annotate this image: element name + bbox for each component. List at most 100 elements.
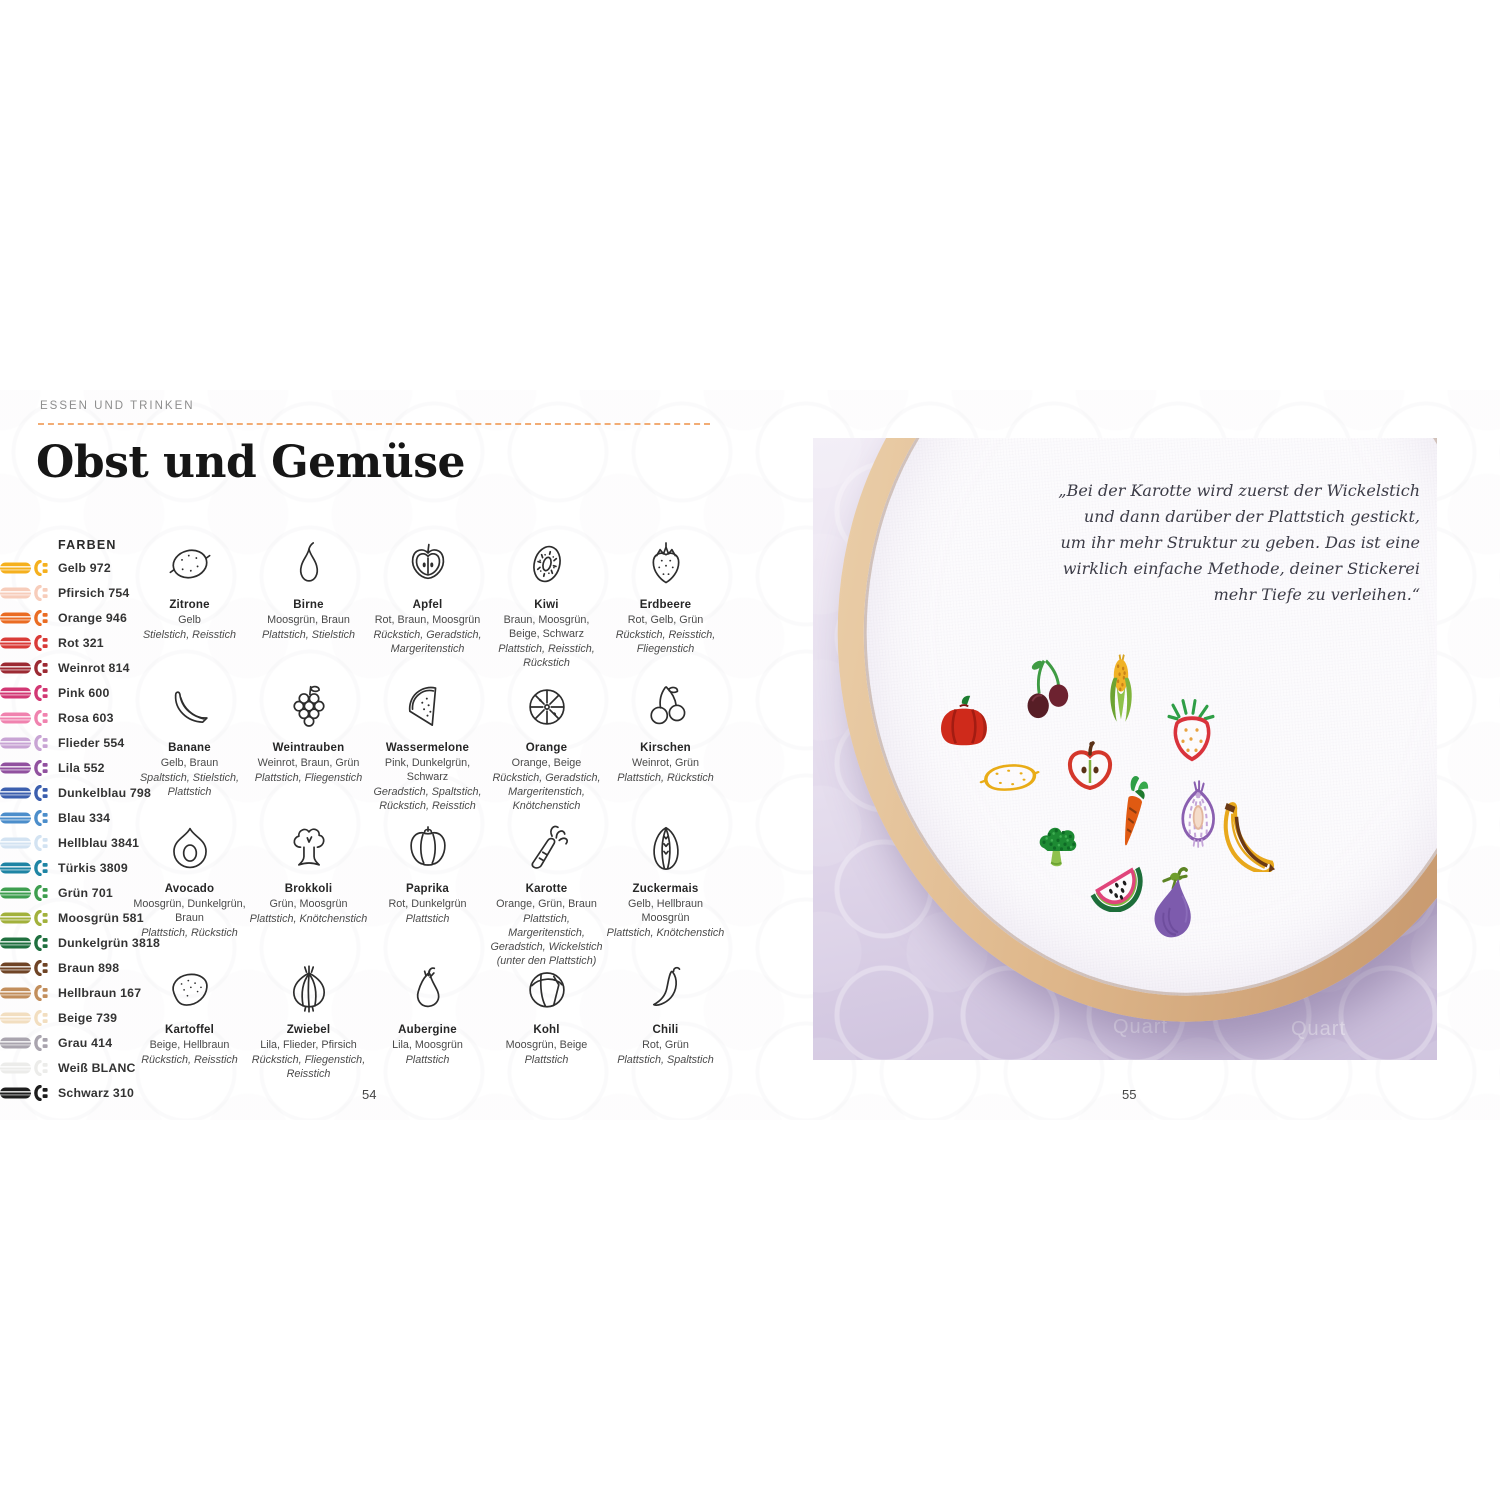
motif-stitches: Spaltstich, Stielstich, Plattstich	[139, 772, 239, 798]
zuckermais-icon	[606, 811, 725, 875]
motif-name: Kartoffel	[164, 1024, 215, 1036]
color-label: Hellbraun 167	[58, 985, 142, 1000]
stitched-paprika-icon	[931, 691, 997, 753]
color-row: Lila 552	[0, 755, 220, 780]
motif-name: Apfel	[412, 599, 443, 611]
skein-icon	[0, 1059, 48, 1076]
motif-colors: Rot, Grün	[642, 1039, 689, 1051]
page-title: Obst und Gemüse	[36, 437, 465, 488]
stitched-brokkoli-icon	[1030, 819, 1086, 881]
motif-stitches: Plattstich	[405, 913, 450, 925]
motif-stitches: Rückstich, Reisstich	[141, 1054, 238, 1066]
motif-name: Aubergine	[398, 1024, 457, 1036]
skein-icon	[0, 559, 48, 576]
motif-cell: Karotte Orange, Grün, Braun Plattstich, …	[487, 811, 606, 968]
color-label: Dunkelgrün 3818	[58, 935, 161, 950]
skein-icon	[0, 609, 48, 626]
motif-stitches: Plattstich, Margeritenstich, Geradstich,…	[490, 913, 603, 967]
karotte-icon	[487, 811, 606, 875]
skein-icon	[0, 659, 48, 676]
color-row: Hellbraun 167	[0, 980, 220, 1005]
motif-stitches: Plattstich	[524, 1054, 569, 1066]
motif-cell: Apfel Rot, Braun, Moosgrün Rückstich, Ge…	[368, 527, 487, 670]
motif-cell: Kohl Moosgrün, Beige Plattstich	[487, 952, 606, 1081]
motif-cell: Weintrauben Weinrot, Braun, Grün Plattst…	[249, 670, 368, 813]
motif-colors: Grün, Moosgrün	[269, 898, 348, 910]
motif-stitches: Rückstich, Geradstich, Margeritenstich	[373, 629, 482, 655]
motif-stitches: Plattstich, Stielstich	[261, 629, 355, 641]
motif-cell: Wassermelone Pink, Dunkelgrün, Schwarz G…	[368, 670, 487, 813]
color-label: Flieder 554	[58, 735, 125, 750]
orange-icon	[487, 670, 606, 734]
kohl-icon	[487, 952, 606, 1016]
motif-name: Banane	[168, 742, 211, 754]
color-row: Orange 946	[0, 605, 220, 630]
motif-name: Orange	[525, 742, 568, 754]
motif-cell: Kirschen Weinrot, Grün Plattstich, Rücks…	[606, 670, 725, 813]
color-row: Flieder 554	[0, 730, 220, 755]
motif-colors: Lila, Flieder, Pfirsich	[260, 1039, 357, 1051]
motif-cell: Chili Rot, Grün Plattstich, Spaltstich	[606, 952, 725, 1081]
motif-stitches: Plattstich, Rückstich	[617, 772, 714, 784]
erdbeere-icon	[606, 527, 725, 591]
skein-icon	[0, 634, 48, 651]
motif-row: Zitrone Gelb Stielstich, Reisstich Birne…	[130, 527, 727, 670]
motif-colors: Beige, Hellbraun	[149, 1039, 230, 1051]
motif-colors: Weinrot, Grün	[631, 757, 699, 769]
motif-stitches: Plattstich, Spaltstich	[617, 1054, 714, 1066]
banane-icon	[130, 670, 249, 734]
motif-cell: Kartoffel Beige, Hellbraun Rückstich, Re…	[130, 952, 249, 1081]
color-row: Moosgrün 581	[0, 905, 220, 930]
motif-name: Karotte	[525, 883, 568, 895]
motif-colors: Gelb, Braun	[160, 757, 219, 769]
motif-cell: Paprika Rot, Dunkelgrün Plattstich	[368, 811, 487, 968]
skein-icon	[0, 834, 48, 851]
color-row: Braun 898	[0, 955, 220, 980]
color-label: Beige 739	[58, 1010, 118, 1025]
kirschen-icon	[606, 670, 725, 734]
birne-icon	[249, 527, 368, 591]
color-row: Beige 739	[0, 1005, 220, 1030]
motif-cell: Orange Orange, Beige Rückstich, Geradsti…	[487, 670, 606, 813]
motif-name: Kiwi	[534, 599, 559, 611]
stitched-apfel-icon	[1057, 736, 1121, 800]
color-row: Schwarz 310	[0, 1080, 220, 1105]
color-label: Grün 701	[58, 885, 113, 900]
motif-cell: Birne Moosgrün, Braun Plattstich, Stiels…	[249, 527, 368, 670]
color-label: Rot 321	[58, 635, 104, 650]
stitched-wassermelone-icon	[1084, 842, 1146, 912]
paprika-icon	[368, 811, 487, 875]
color-label: Grau 414	[58, 1035, 113, 1050]
color-legend: Gelb 972 Pfirsich 754 Orange 946 Rot 321…	[0, 555, 220, 1105]
page-number-left: 54	[362, 1087, 377, 1102]
color-label: Blau 334	[58, 810, 111, 825]
skein-icon	[0, 1009, 48, 1026]
motif-stitches: Plattstich, Knötchenstich	[249, 913, 368, 925]
motif-stitches: Rückstich, Fliegenstich, Reisstich	[251, 1054, 366, 1080]
motif-colors: Moosgrün, Beige	[505, 1039, 588, 1051]
color-row: Pfirsich 754	[0, 580, 220, 605]
kartoffel-icon	[130, 952, 249, 1016]
color-label: Weiß BLANC	[58, 1060, 136, 1075]
motif-name: Kohl	[533, 1024, 560, 1036]
color-label: Gelb 972	[58, 560, 111, 575]
motif-colors: Braun, Moosgrün, Beige, Schwarz	[503, 614, 590, 640]
apfel-icon	[368, 527, 487, 591]
aubergine-icon	[368, 952, 487, 1016]
motif-cell: Kiwi Braun, Moosgrün, Beige, Schwarz Pla…	[487, 527, 606, 670]
motif-name: Zitrone	[169, 599, 210, 611]
motif-stitches: Stielstich, Reisstich	[142, 629, 236, 641]
kiwi-icon	[487, 527, 606, 591]
motif-colors: Orange, Beige	[511, 757, 582, 769]
skein-icon	[0, 809, 48, 826]
motif-colors: Pink, Dunkelgrün, Schwarz	[384, 757, 471, 783]
skein-icon	[0, 884, 48, 901]
zwiebel-icon	[249, 952, 368, 1016]
color-label: Orange 946	[58, 610, 127, 625]
stitched-banane-icon	[1209, 794, 1283, 872]
skein-icon	[0, 584, 48, 601]
color-row: Dunkelgrün 3818	[0, 930, 220, 955]
color-label: Lila 552	[58, 760, 105, 775]
motif-stitches: Plattstich, Rückstich	[141, 927, 238, 939]
